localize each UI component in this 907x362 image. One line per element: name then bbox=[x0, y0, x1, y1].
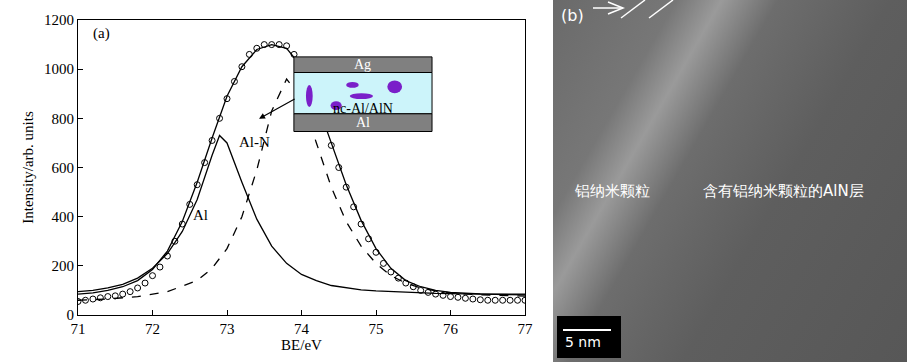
svg-text:1200: 1200 bbox=[44, 12, 74, 28]
svg-text:1000: 1000 bbox=[44, 61, 74, 77]
svg-text:Al-N: Al-N bbox=[239, 134, 270, 150]
svg-text:Intensity/arb. units: Intensity/arb. units bbox=[20, 111, 36, 224]
svg-text:77: 77 bbox=[518, 321, 534, 337]
svg-text:nc-Al/AlN: nc-Al/AlN bbox=[333, 101, 393, 116]
svg-text:Al: Al bbox=[193, 207, 208, 223]
svg-text:76: 76 bbox=[443, 321, 459, 337]
html-text:含有铝纳米颗粒的AlN层: 含有铝纳米颗粒的AlN层 bbox=[703, 182, 864, 200]
svg-text:0: 0 bbox=[67, 307, 75, 323]
svg-text:BE/eV: BE/eV bbox=[281, 337, 322, 353]
svg-text:Al: Al bbox=[356, 115, 370, 130]
svg-text:(a): (a) bbox=[93, 25, 110, 42]
svg-text:74: 74 bbox=[294, 321, 310, 337]
svg-text:71: 71 bbox=[71, 321, 86, 337]
svg-text:400: 400 bbox=[52, 209, 75, 225]
svg-text:800: 800 bbox=[52, 111, 75, 127]
svg-text:75: 75 bbox=[369, 321, 384, 337]
html-text:铝纳米颗粒: 铝纳米颗粒 bbox=[575, 182, 650, 200]
svg-text:600: 600 bbox=[52, 160, 75, 176]
svg-text:200: 200 bbox=[52, 258, 75, 274]
svg-text:73: 73 bbox=[220, 321, 235, 337]
svg-text:Ag: Ag bbox=[354, 57, 371, 72]
html-text:5 nm: 5 nm bbox=[565, 334, 601, 350]
svg-text:72: 72 bbox=[145, 321, 160, 337]
html-text:(b): (b) bbox=[561, 6, 584, 25]
